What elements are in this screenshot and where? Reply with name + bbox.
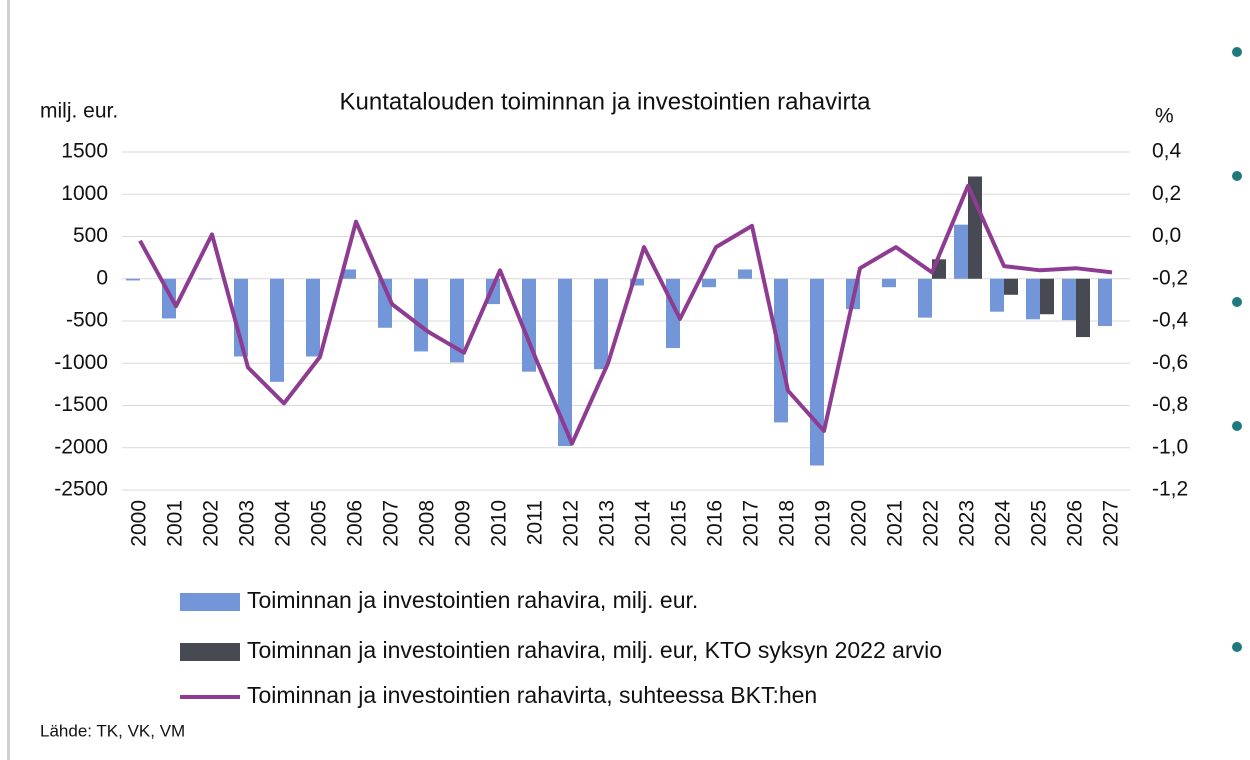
bar [968,176,982,279]
x-tick-label: 2009 [452,500,475,547]
bar [594,278,608,370]
chart-title: Kuntatalouden toiminnan ja investointien… [339,88,871,115]
y2-axis-label: % [1155,105,1174,128]
x-tick-label: 2025 [1028,500,1051,547]
bar [1062,278,1076,321]
x-tick-label: 2004 [272,500,295,547]
y2-tick-label: 0,2 [1152,182,1181,205]
y-tick-label: 1500 [61,140,108,163]
bar [126,278,140,281]
x-tick-label: 2008 [416,500,439,547]
x-tick-label: 2015 [668,500,691,547]
x-tick-label: 2019 [812,500,835,547]
y2-tick-label: -1,0 [1152,435,1188,458]
y-tick-label: 0 [96,266,108,289]
y-tick-label: 1000 [61,182,108,205]
x-tick-label: 2014 [632,500,655,547]
bar [1040,278,1054,315]
bar [450,278,464,363]
y-tick-label: 500 [73,224,108,247]
bar [738,269,752,279]
x-tick-label: 2020 [848,500,871,547]
legend-label: Toiminnan ja investointien rahavira, mil… [247,637,942,663]
x-tick-label: 2005 [308,500,331,547]
bar [1004,278,1018,295]
y2-tick-label: -0,6 [1152,351,1188,374]
y-axis-label: milj. eur. [40,100,118,123]
line [138,183,1113,446]
bar [882,278,896,288]
x-tick-label: 2026 [1064,500,1087,547]
x-tick-label: 2013 [596,500,619,547]
y-tick-label: -1500 [54,393,108,416]
x-tick-label: 2007 [380,500,403,547]
legend-swatch [180,643,240,661]
x-tick-label: 2010 [488,500,511,547]
bullet [1232,171,1242,181]
x-tick-label: 2006 [344,500,367,547]
y2-tick-label: -0,2 [1152,266,1188,289]
y2-tick-label: -0,8 [1152,393,1188,416]
y-tick-label: -2000 [54,435,108,458]
bar [234,278,248,357]
bar [702,278,716,288]
bullet [1232,642,1242,652]
bar [198,278,212,280]
bar [990,278,1004,312]
bar [414,278,428,352]
x-tick-label: 2018 [776,500,799,547]
bar [378,278,392,328]
bar [1098,278,1112,327]
x-tick-label: 2000 [128,500,151,547]
bar [1026,278,1040,320]
left-border [7,0,10,760]
bar [954,224,968,279]
legend-swatch [180,593,240,611]
y2-tick-label: 0,4 [1152,140,1182,163]
x-tick-label: 2022 [920,500,943,547]
bar [1076,278,1090,338]
bar [810,278,824,466]
x-tick-label: 2017 [740,500,763,547]
y-tick-label: -1000 [54,351,108,374]
bar [918,278,932,318]
x-tick-label: 2016 [704,500,727,547]
x-tick-label: 2012 [560,500,583,547]
legend-label: Toiminnan ja investointien rahavirta, su… [247,682,817,708]
y2-tick-label: -1,2 [1152,478,1188,501]
y2-tick-label: -0,4 [1152,309,1189,332]
source: Lähde: TK, VK, VM [40,721,185,740]
y-tick-label: -500 [66,309,108,332]
bar [270,278,284,382]
x-tick-label: 2021 [884,500,907,547]
bullet [1232,421,1242,431]
x-tick-label: 2011 [524,500,547,545]
x-tick-label: 2024 [992,500,1015,547]
bar [630,278,644,286]
bar [342,269,356,279]
legend-label: Toiminnan ja investointien rahavira, mil… [247,587,698,613]
x-tick-label: 2023 [956,500,979,547]
x-tick-label: 2001 [164,500,187,547]
bullet [1232,297,1242,307]
bullet [1232,47,1242,57]
x-tick-label: 2002 [200,500,223,547]
bar [558,278,572,447]
y-tick-label: -2500 [54,478,108,501]
y2-tick-label: 0,0 [1152,224,1181,247]
x-tick-label: 2003 [236,500,259,547]
x-tick-label: 2027 [1100,500,1123,547]
bar [306,278,320,357]
